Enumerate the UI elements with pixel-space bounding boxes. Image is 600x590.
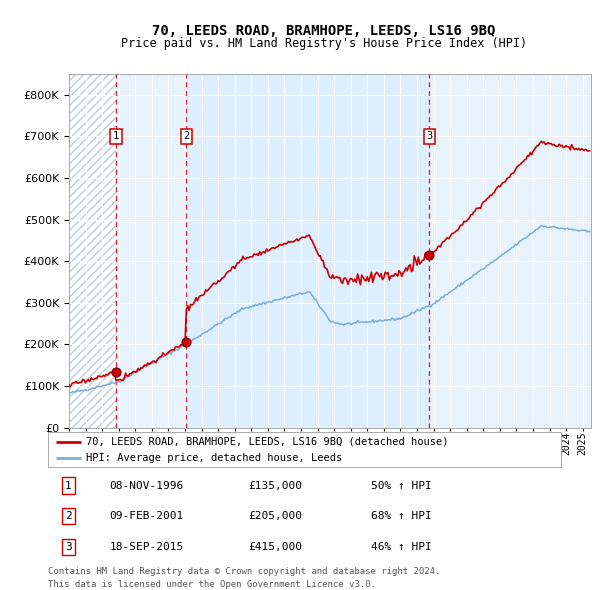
Bar [116, 74, 187, 428]
Text: 2: 2 [65, 512, 72, 521]
Text: £415,000: £415,000 [248, 542, 302, 552]
Text: Price paid vs. HM Land Registry's House Price Index (HPI): Price paid vs. HM Land Registry's House … [121, 37, 527, 50]
Text: HPI: Average price, detached house, Leeds: HPI: Average price, detached house, Leed… [86, 454, 343, 463]
Text: 08-NOV-1996: 08-NOV-1996 [110, 481, 184, 490]
Bar [187, 74, 430, 428]
Text: 3: 3 [65, 542, 72, 552]
Bar [430, 74, 591, 428]
Text: 70, LEEDS ROAD, BRAMHOPE, LEEDS, LS16 9BQ: 70, LEEDS ROAD, BRAMHOPE, LEEDS, LS16 9B… [152, 24, 496, 38]
Text: 09-FEB-2001: 09-FEB-2001 [110, 512, 184, 521]
Text: 18-SEP-2015: 18-SEP-2015 [110, 542, 184, 552]
Text: £205,000: £205,000 [248, 512, 302, 521]
Text: Contains HM Land Registry data © Crown copyright and database right 2024.: Contains HM Land Registry data © Crown c… [48, 567, 440, 576]
Text: 50% ↑ HPI: 50% ↑ HPI [371, 481, 432, 490]
Text: 2: 2 [183, 131, 190, 141]
Text: 46% ↑ HPI: 46% ↑ HPI [371, 542, 432, 552]
Text: 68% ↑ HPI: 68% ↑ HPI [371, 512, 432, 521]
Text: 3: 3 [427, 131, 433, 141]
Text: £135,000: £135,000 [248, 481, 302, 490]
Bar [69, 74, 116, 428]
Text: 1: 1 [113, 131, 119, 141]
Text: This data is licensed under the Open Government Licence v3.0.: This data is licensed under the Open Gov… [48, 580, 376, 589]
Text: 1: 1 [65, 481, 72, 490]
Text: 70, LEEDS ROAD, BRAMHOPE, LEEDS, LS16 9BQ (detached house): 70, LEEDS ROAD, BRAMHOPE, LEEDS, LS16 9B… [86, 437, 449, 447]
